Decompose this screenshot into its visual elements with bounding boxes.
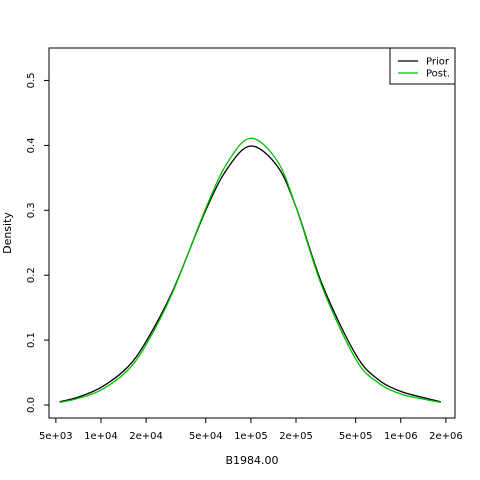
x-axis-label: B1984.00 — [225, 454, 278, 467]
y-tick-label: 0.4 — [26, 137, 37, 153]
series-line-post — [59, 137, 441, 404]
x-tick-label: 5e+04 — [189, 431, 223, 442]
x-tick-label: 5e+03 — [39, 431, 73, 442]
legend-label-post: Post. — [426, 69, 450, 80]
x-tick-label: 5e+05 — [339, 431, 373, 442]
y-tick-label: 0.0 — [26, 397, 37, 413]
x-tick-label: 2e+06 — [429, 431, 463, 442]
legend: Prior Post. — [389, 47, 456, 85]
x-tick-label: 2e+05 — [279, 431, 313, 442]
x-axis: 5e+03 1e+04 2e+04 5e+04 1e+05 2e+05 5e+05 1e+06… — [39, 418, 463, 442]
y-tick-label: 0.1 — [26, 332, 37, 348]
x-tick-label: 1e+05 — [234, 431, 268, 442]
series-layer — [59, 137, 441, 404]
x-tick-label: 1e+06 — [384, 431, 418, 442]
y-tick-label: 0.5 — [26, 73, 37, 89]
y-axis: 0.0 0.1 0.2 0.3 0.4 0.5 — [26, 73, 49, 413]
legend-label-prior: Prior — [426, 57, 450, 68]
legend-box — [389, 47, 456, 85]
y-axis-label: Density — [1, 212, 14, 254]
y-tick-label: 0.2 — [26, 267, 37, 283]
x-tick-label: 2e+04 — [129, 431, 163, 442]
x-tick-label: 1e+04 — [84, 431, 118, 442]
y-tick-label: 0.3 — [26, 202, 37, 218]
plot-frame — [48, 47, 456, 419]
series-line-prior — [59, 145, 441, 403]
